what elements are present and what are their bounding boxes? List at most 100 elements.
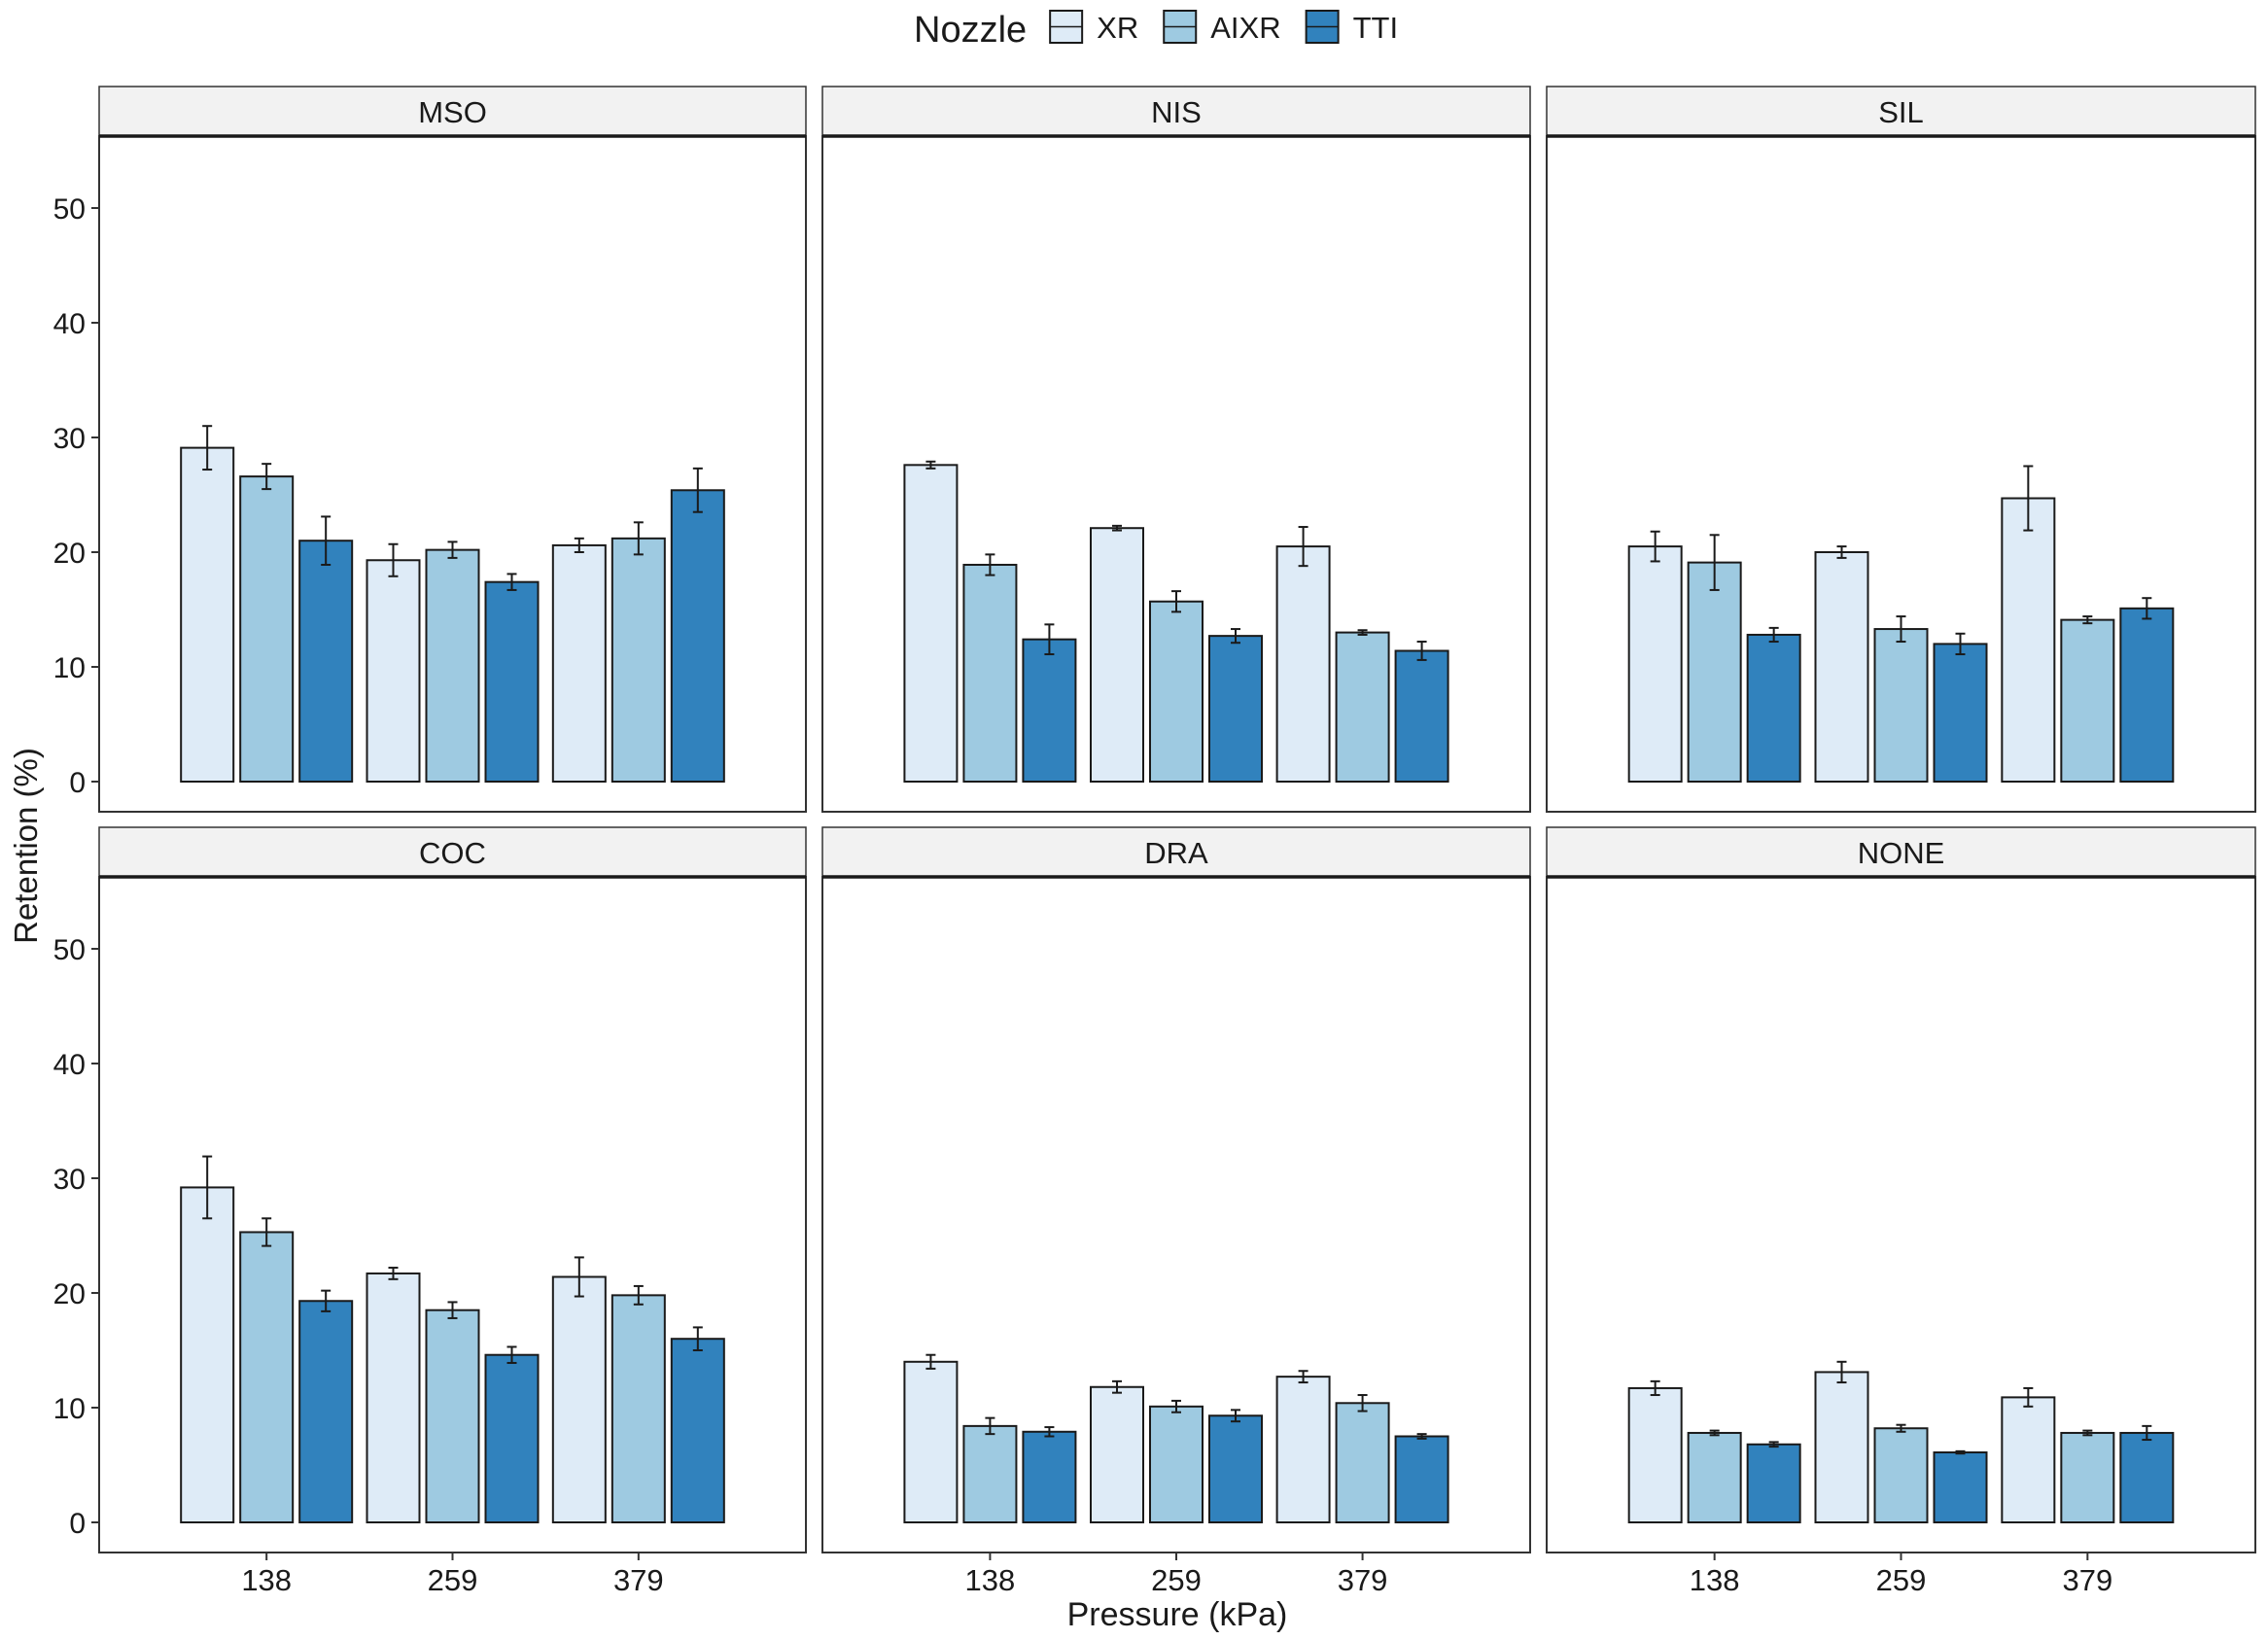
bar-sil-aixr-379	[2060, 618, 2115, 783]
facet-strip-nis	[821, 86, 1531, 137]
bar-sil-xr-379	[2001, 497, 2056, 783]
facet-grid: MSO 0 10 20 30 40 50 NIS SIL COC 0 10 20 30 40 50 138 259…	[53, 86, 2256, 1597]
facet-strip-label-sil: SIL	[1878, 95, 1924, 129]
legend-label-aixr: AIXR	[1210, 11, 1280, 45]
bar-sil-aixr-259	[1873, 628, 1929, 783]
bar-nis-xr-379	[1275, 545, 1331, 783]
bar-coc-aixr-259	[425, 1309, 480, 1523]
bar-nis-xr-259	[1090, 527, 1144, 783]
facet-coc: COC 0 10 20 30 40 50 138 259 379	[53, 826, 807, 1597]
bar-none-tti-379	[2119, 1431, 2175, 1523]
bar-coc-aixr-379	[611, 1294, 666, 1523]
bar-dra-aixr-138	[962, 1424, 1018, 1524]
bar-dra-aixr-259	[1149, 1405, 1204, 1523]
facet-strip-label-coc: COC	[419, 836, 486, 870]
bar-mso-xr-379	[551, 543, 607, 783]
bar-mso-xr-138	[180, 446, 235, 783]
bar-sil-tti-259	[1933, 643, 1988, 784]
bar-nis-tti-138	[1022, 638, 1077, 783]
bar-nis-aixr-138	[962, 563, 1018, 783]
facet-strip-label-mso: MSO	[418, 95, 487, 129]
bar-mso-aixr-138	[239, 475, 295, 783]
y-tick-label-30: 30	[53, 1164, 86, 1196]
bar-coc-xr-259	[366, 1272, 421, 1523]
bar-none-tti-138	[1746, 1443, 1801, 1524]
bar-mso-tti-259	[484, 580, 540, 783]
y-tick-label-50: 50	[53, 934, 86, 966]
y-tick-label-20: 20	[53, 538, 86, 570]
x-tick-label-coc-138: 138	[241, 1563, 292, 1597]
facet-dra: DRA 138 259 379	[821, 826, 1531, 1597]
bar-none-xr-379	[2001, 1396, 2056, 1523]
bar-sil-tti-138	[1746, 633, 1801, 784]
facet-mso: MSO 0 10 20 30 40 50	[53, 86, 807, 813]
bar-sil-xr-138	[1627, 545, 1683, 783]
bar-sil-xr-259	[1814, 551, 1869, 783]
bar-none-xr-138	[1627, 1386, 1683, 1523]
bar-mso-tti-379	[670, 489, 725, 783]
bar-dra-xr-379	[1275, 1376, 1331, 1524]
y-tick-label-20: 20	[53, 1278, 86, 1310]
bar-mso-aixr-379	[611, 537, 666, 784]
legend: Nozzle XR AIXR TTI	[914, 10, 1398, 51]
bar-nis-aixr-259	[1149, 600, 1204, 783]
facet-sil: SIL	[1546, 86, 2256, 813]
legend-title: Nozzle	[914, 10, 1027, 51]
bar-mso-tti-138	[298, 540, 354, 784]
facet-strip-label-dra: DRA	[1144, 836, 1208, 870]
facet-strip-none	[1546, 826, 2256, 878]
bar-coc-tti-379	[670, 1338, 725, 1523]
facet-strip-coc	[98, 826, 807, 878]
y-tick-label-0: 0	[69, 767, 86, 799]
y-axis-title: Retention (%)	[8, 748, 44, 944]
x-tick-label-none-379: 379	[2062, 1563, 2112, 1597]
y-tick-label-10: 10	[53, 652, 86, 684]
legend-label-tti: TTI	[1353, 11, 1399, 45]
bar-dra-xr-138	[903, 1360, 959, 1524]
legend-label-xr: XR	[1097, 11, 1138, 45]
bar-none-aixr-379	[2060, 1431, 2115, 1523]
bar-nis-tti-259	[1208, 635, 1263, 784]
x-tick-label-dra-379: 379	[1338, 1563, 1388, 1597]
facet-strip-dra	[821, 826, 1531, 878]
bar-none-xr-259	[1814, 1371, 1869, 1524]
y-tick-label-30: 30	[53, 423, 86, 455]
bar-none-tti-259	[1933, 1451, 1988, 1524]
x-tick-label-dra-259: 259	[1151, 1563, 1202, 1597]
bar-coc-xr-379	[551, 1275, 607, 1523]
bar-sil-aixr-138	[1687, 561, 1742, 783]
bar-mso-xr-259	[366, 559, 421, 784]
y-tick-label-40: 40	[53, 1049, 86, 1081]
bar-dra-xr-259	[1090, 1385, 1144, 1524]
x-axis-title: Pressure (kPa)	[1067, 1596, 1288, 1633]
bar-none-aixr-138	[1687, 1431, 1742, 1523]
x-tick-label-coc-379: 379	[613, 1563, 664, 1597]
bar-dra-aixr-379	[1335, 1402, 1390, 1524]
bar-nis-tti-379	[1394, 649, 1449, 783]
y-tick-label-50: 50	[53, 193, 86, 226]
bar-coc-tti-138	[298, 1300, 354, 1524]
x-tick-label-none-259: 259	[1876, 1563, 1927, 1597]
bar-coc-tti-259	[484, 1353, 540, 1523]
bar-coc-aixr-138	[239, 1231, 295, 1523]
bar-nis-xr-138	[903, 464, 959, 783]
y-tick-label-10: 10	[53, 1393, 86, 1425]
y-tick-label-0: 0	[69, 1508, 86, 1540]
bar-dra-tti-138	[1022, 1430, 1077, 1524]
x-tick-label-coc-259: 259	[428, 1563, 478, 1597]
bar-dra-tti-259	[1208, 1414, 1263, 1524]
facet-strip-sil	[1546, 86, 2256, 137]
bar-mso-aixr-259	[425, 548, 480, 784]
y-tick-label-40: 40	[53, 308, 86, 340]
facet-strip-label-none: NONE	[1858, 836, 1945, 870]
facet-none: NONE 138 259 379	[1546, 826, 2256, 1597]
bar-coc-xr-138	[180, 1186, 235, 1523]
facet-nis: NIS	[821, 86, 1531, 813]
bar-nis-aixr-379	[1335, 631, 1390, 783]
bar-sil-tti-379	[2119, 607, 2175, 783]
facet-strip-label-nis: NIS	[1151, 95, 1202, 129]
bar-none-aixr-259	[1873, 1427, 1929, 1523]
x-tick-label-dra-138: 138	[965, 1563, 1016, 1597]
x-tick-label-none-138: 138	[1690, 1563, 1740, 1597]
